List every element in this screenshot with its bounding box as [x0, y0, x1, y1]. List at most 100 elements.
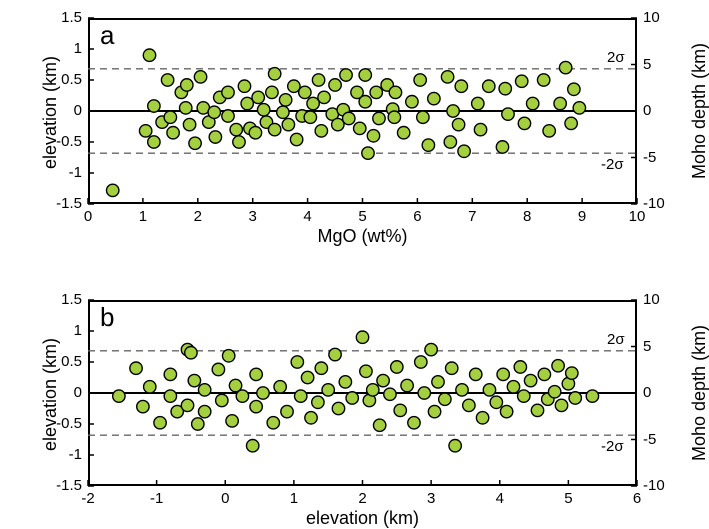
data-point	[384, 388, 396, 400]
data-point	[356, 331, 368, 343]
data-point	[573, 102, 585, 114]
data-point	[569, 392, 581, 404]
data-point	[282, 118, 294, 130]
data-point	[274, 381, 286, 393]
data-point	[290, 133, 302, 145]
y-left-tick-label: 1.5	[61, 291, 82, 308]
data-point	[418, 387, 430, 399]
data-point	[332, 402, 344, 414]
x-axis-label: elevation (km)	[88, 508, 637, 529]
data-point	[295, 390, 307, 402]
data-point	[144, 381, 156, 393]
data-point	[315, 362, 327, 374]
y-right-tick-label: 10	[643, 291, 660, 308]
data-point	[143, 49, 155, 61]
x-axis-label: MgO (wt%)	[88, 226, 637, 247]
data-point	[226, 415, 238, 427]
data-point	[483, 384, 495, 396]
data-point	[367, 130, 379, 142]
figure-container: 012345678910-1.5-1-0.500.511.5-10-50510M…	[0, 0, 709, 525]
data-point	[472, 97, 484, 109]
y-left-tick-label: 0.5	[61, 353, 82, 370]
data-point	[502, 108, 514, 120]
x-tick-label: 2	[353, 490, 373, 507]
data-point	[373, 419, 385, 431]
data-point	[198, 384, 210, 396]
data-point	[538, 368, 550, 380]
data-point	[329, 79, 341, 91]
data-point	[312, 74, 324, 86]
data-point	[305, 412, 317, 424]
data-point	[107, 184, 119, 196]
data-point	[299, 86, 311, 98]
data-point	[148, 100, 160, 112]
data-point	[401, 379, 413, 391]
data-point	[500, 405, 512, 417]
y-left-axis-label: elevation (km)	[40, 338, 61, 451]
data-point	[266, 86, 278, 98]
data-point	[417, 111, 429, 123]
x-tick-label: 7	[462, 208, 482, 225]
data-point	[209, 131, 221, 143]
data-point	[340, 69, 352, 81]
data-point	[216, 394, 228, 406]
x-tick-label: 5	[353, 208, 373, 225]
data-point	[236, 390, 248, 402]
y-left-tick-label: 0	[74, 384, 82, 401]
y-left-tick-label: 0	[74, 102, 82, 119]
data-point	[188, 374, 200, 386]
data-point	[161, 74, 173, 86]
x-tick-label: 4	[298, 208, 318, 225]
y-right-tick-label: -5	[643, 149, 656, 166]
x-tick-label: 1	[284, 490, 304, 507]
sigma-neg-label: -2σ	[601, 156, 624, 173]
data-point	[432, 376, 444, 388]
data-point	[548, 386, 560, 398]
x-tick-label: 2	[188, 208, 208, 225]
x-tick-label: 0	[215, 490, 235, 507]
y-right-tick-label: 5	[643, 338, 651, 355]
data-point	[496, 141, 508, 153]
data-point	[198, 405, 210, 417]
data-point	[391, 361, 403, 373]
data-point	[388, 111, 400, 123]
data-point	[189, 137, 201, 149]
panel-letter: a	[100, 20, 114, 51]
data-point	[516, 75, 528, 87]
data-point	[555, 399, 567, 411]
data-point	[222, 350, 234, 362]
data-point	[394, 404, 406, 416]
y-left-tick-label: 1	[74, 40, 82, 57]
y-left-axis-label: elevation (km)	[40, 56, 61, 169]
data-point	[565, 117, 577, 129]
data-point	[428, 405, 440, 417]
y-right-tick-label: -5	[643, 431, 656, 448]
x-tick-label: 4	[490, 490, 510, 507]
data-point	[212, 363, 224, 375]
data-point	[408, 417, 420, 429]
data-point	[247, 440, 259, 452]
data-point	[192, 418, 204, 430]
data-point	[446, 362, 458, 374]
data-point	[130, 362, 142, 374]
data-point	[250, 368, 262, 380]
data-point	[518, 390, 530, 402]
data-point	[470, 368, 482, 380]
y-left-tick-label: 1	[74, 322, 82, 339]
sigma-neg-label: -2σ	[601, 438, 624, 455]
data-point	[181, 399, 193, 411]
data-point	[359, 69, 371, 81]
data-point	[301, 371, 313, 383]
data-point	[370, 86, 382, 98]
data-point	[524, 374, 536, 386]
y-right-tick-label: 0	[643, 102, 651, 119]
data-point	[441, 71, 453, 83]
data-point	[566, 367, 578, 379]
data-point	[554, 97, 566, 109]
data-point	[164, 390, 176, 402]
data-point	[154, 417, 166, 429]
data-point	[362, 147, 374, 159]
overlay-svg	[88, 18, 637, 204]
y-right-tick-label: 5	[643, 56, 651, 73]
data-point	[373, 112, 385, 124]
